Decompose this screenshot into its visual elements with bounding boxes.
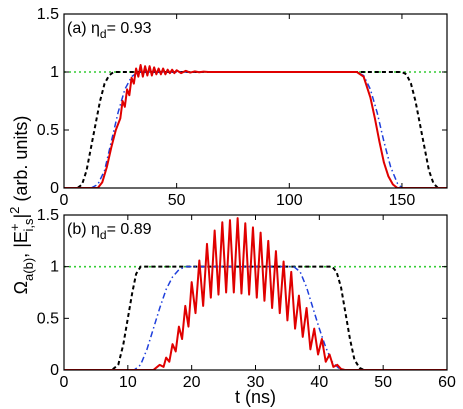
y-tick-label-b: 1.5 — [37, 207, 59, 224]
y-label-sq: 2 — [7, 207, 22, 214]
series-line-black-b — [64, 265, 447, 370]
x-tick-label-b: 50 — [374, 374, 392, 391]
x-tick-label-b: 40 — [310, 374, 328, 391]
panel-label-a: (a) ηd= 0.93 — [67, 20, 152, 41]
x-tick-label-b: 0 — [60, 374, 69, 391]
y-tick-label-b: 1 — [50, 259, 59, 276]
y-label-sub: a(b) — [21, 258, 36, 281]
series-line-red-a — [64, 64, 447, 188]
y-tick-label-a: 0.5 — [37, 122, 59, 139]
x-tick-label-a: 100 — [276, 192, 303, 209]
y-label-units: (arb. units) — [11, 116, 31, 207]
panel-label-b: (b) ηd= 0.89 — [67, 221, 152, 242]
panel-b: 0 10 20 30 40 50 60 0 0.5 1 1.5 (b) ηd= 0.89 t (ns) — [37, 207, 456, 407]
x-tick-label-a: 0 — [60, 192, 69, 209]
series-line-blue-a — [64, 71, 447, 188]
x-tick-label-b: 10 — [119, 374, 137, 391]
y-label-omega: Ω — [11, 281, 31, 294]
y-label-rest: , |E — [11, 231, 31, 258]
x-tick-label-b: 20 — [183, 374, 201, 391]
series-line-red-b — [64, 217, 447, 370]
y-label-tail: | — [11, 214, 31, 219]
y-axis-label: Ωa(b), |E+i,s|2 (arb. units) — [7, 116, 36, 295]
x-tick-label-b: 30 — [247, 374, 265, 391]
y-tick-label-a: 1.5 — [37, 6, 59, 23]
series-line-black-a — [64, 71, 447, 188]
y-tick-label-a: 0 — [50, 180, 59, 197]
y-label-sub2: i,s — [21, 218, 36, 232]
y-tick-label-b: 0.5 — [37, 310, 59, 327]
panel-a: 0 50 100 150 0 0.5 1 1.5 (a) ηd= 0.93 — [37, 6, 448, 209]
y-tick-label-a: 1 — [50, 64, 59, 81]
x-axis-label: t (ns) — [235, 387, 276, 407]
y-label-sup: + — [7, 224, 22, 232]
x-tick-label-a: 150 — [389, 192, 416, 209]
y-tick-label-b: 0 — [50, 362, 59, 379]
x-tick-label-b: 60 — [438, 374, 456, 391]
x-tick-label-a: 50 — [168, 192, 186, 209]
axes-frame-a — [63, 13, 448, 189]
